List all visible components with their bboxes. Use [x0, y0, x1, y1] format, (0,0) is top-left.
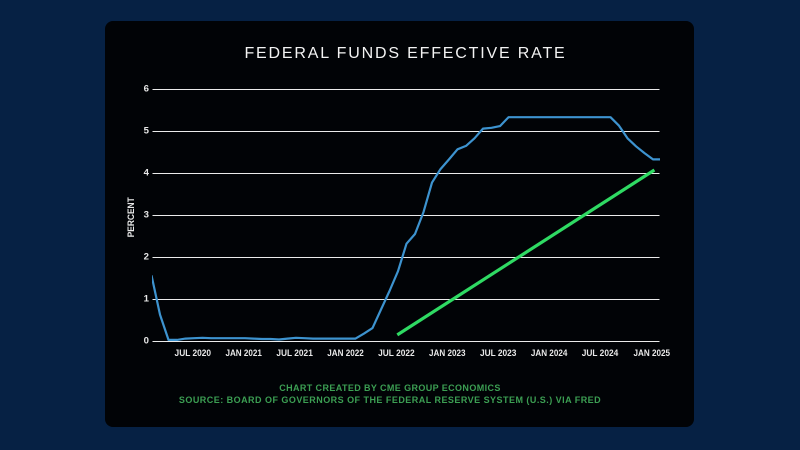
svg-text:JUL 2023: JUL 2023 — [480, 348, 517, 359]
svg-text:JAN 2022: JAN 2022 — [327, 348, 364, 359]
svg-text:2: 2 — [144, 252, 149, 263]
svg-text:PERCENT: PERCENT — [126, 197, 137, 237]
svg-text:JAN 2024: JAN 2024 — [531, 348, 568, 359]
svg-text:0: 0 — [144, 336, 149, 347]
svg-text:5: 5 — [144, 126, 150, 137]
svg-text:JUL 2022: JUL 2022 — [378, 348, 415, 359]
svg-text:JUL 2020: JUL 2020 — [175, 348, 212, 359]
svg-text:JAN 2025: JAN 2025 — [634, 348, 671, 359]
svg-text:JAN 2021: JAN 2021 — [225, 348, 262, 359]
svg-text:JUL 2021: JUL 2021 — [276, 348, 313, 359]
svg-text:3: 3 — [144, 210, 149, 221]
svg-text:JAN 2023: JAN 2023 — [429, 348, 466, 359]
svg-text:JUL 2024: JUL 2024 — [582, 348, 619, 359]
svg-text:6: 6 — [144, 84, 149, 95]
svg-text:4: 4 — [144, 168, 150, 179]
svg-text:1: 1 — [144, 294, 150, 305]
